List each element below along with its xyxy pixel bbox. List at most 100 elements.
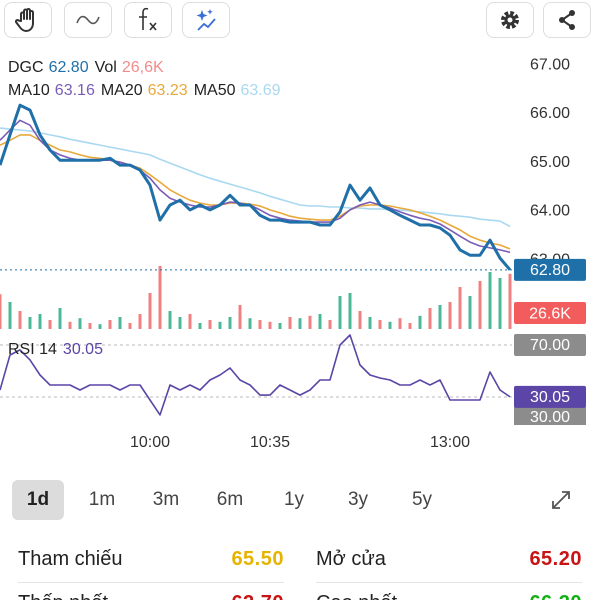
volume-bar (218, 321, 222, 329)
volume-bar (248, 318, 252, 329)
volume-bar (108, 320, 112, 329)
legend-value: 63.69 (240, 82, 281, 99)
volume-bar (78, 318, 82, 329)
legend-name: MA50 (193, 82, 236, 99)
draw-tool-button[interactable] (4, 2, 52, 38)
volume-bar (228, 317, 232, 329)
volume-bar (448, 302, 452, 329)
volume-bar (468, 296, 472, 329)
x-tick-label: 10:35 (250, 434, 290, 451)
rsi-name: RSI 14 (8, 341, 57, 358)
y-tick-label: 65.00 (530, 154, 570, 171)
legend-name: DGC (8, 59, 44, 76)
volume-bar (198, 323, 202, 329)
share-button[interactable] (543, 2, 591, 38)
legend-value: 62.80 (48, 59, 89, 76)
series-line (0, 103, 512, 271)
x-tick-label: 10:00 (130, 434, 170, 451)
volume-bar (38, 314, 42, 329)
stat-value: 65.20 (529, 548, 582, 570)
y-tick-label: 67.00 (530, 56, 570, 73)
legend-row: DGC 62.80 Vol 26,6K (8, 56, 287, 79)
volume-bar (138, 314, 142, 329)
volume-bar (388, 321, 392, 329)
stat-value: 66.20 (529, 592, 582, 600)
volume-bar (158, 266, 162, 329)
value-tag (514, 258, 586, 281)
chart: 67.0066.0065.0064.0063.0062.8026.6K70.00… (0, 56, 586, 451)
period-button[interactable]: 3m (152, 489, 180, 510)
period-button[interactable]: 5y (411, 489, 433, 510)
volume-bar (258, 320, 262, 329)
y-tick-label: 64.00 (530, 203, 570, 220)
volume-bar (398, 318, 402, 329)
legend-name: MA20 (100, 82, 143, 99)
legend: DGC 62.80 Vol 26,6K MA10 63.16 MA20 63.23 MA50 6… (8, 56, 287, 102)
volume-bar (288, 317, 292, 329)
volume-bar (338, 296, 342, 329)
volume-bar (458, 287, 462, 329)
volume-bar (478, 281, 482, 329)
value-tag-label: 26.6K (529, 305, 571, 322)
series-line (0, 134, 511, 250)
legend-value: 63.23 (147, 82, 188, 99)
volume-bar (318, 314, 322, 329)
period-bar: 1d 1m 3m 6m 1y 3y 5y (0, 476, 600, 524)
share-icon (559, 10, 575, 30)
volume-bar (238, 305, 242, 329)
gear-icon (501, 11, 519, 29)
x-tick-label: 13:00 (430, 434, 470, 451)
volume-bar (8, 302, 12, 329)
volume-bar (0, 294, 2, 329)
volume-bar (98, 324, 102, 329)
volume-bar (58, 308, 62, 329)
volume-bar (348, 293, 352, 329)
expand-icon[interactable] (550, 489, 572, 511)
period-button[interactable]: 1d (12, 480, 64, 520)
period-button[interactable]: 3y (347, 489, 369, 510)
volume-bar (498, 278, 502, 329)
volume-bar (88, 323, 92, 329)
value-tag (514, 385, 586, 408)
value-tag (514, 406, 586, 425)
stat-row: Tham chiếu 65.50 (18, 538, 284, 583)
ai-tool-button[interactable] (182, 2, 230, 38)
stat-row: Thấp nhất 62.70 (18, 582, 284, 600)
volume-bar (408, 323, 412, 329)
stat-value: 65.50 (231, 548, 284, 570)
volume-bar (118, 317, 122, 329)
period-button[interactable]: 1y (283, 489, 305, 510)
stat-value: 62.70 (231, 592, 284, 600)
legend-name: Vol (94, 59, 117, 76)
volume-bar (278, 323, 282, 329)
fx-icon (139, 7, 157, 31)
volume-bar (68, 321, 72, 329)
y-tick-label: 66.00 (530, 105, 570, 122)
stat-label: Thấp nhất (18, 592, 108, 600)
period-button[interactable]: 6m (216, 489, 244, 510)
volume-bar (208, 320, 212, 329)
volume-bar (28, 317, 32, 329)
line-tool-button[interactable] (64, 2, 112, 38)
value-tag-label: 62.80 (530, 262, 570, 279)
period-button[interactable]: 1m (88, 489, 116, 510)
legend-row: MA10 63.16 MA20 63.23 MA50 63.69 (8, 79, 287, 102)
stat-label: Cao nhất (316, 592, 397, 600)
volume-bar (418, 315, 422, 329)
stat-label: Tham chiếu (18, 548, 123, 570)
volume-bar (438, 305, 442, 329)
stat-label: Mở cửa (316, 548, 386, 570)
value-tag (514, 302, 586, 325)
value-tag-label: 70.00 (530, 337, 570, 354)
legend-value: 63.16 (54, 82, 95, 99)
stat-row: Mở cửa 65.20 (316, 538, 582, 583)
volume-bar (178, 317, 182, 329)
indicator-button[interactable] (124, 2, 172, 38)
volume-bar (428, 308, 432, 329)
value-tag (514, 334, 586, 356)
rsi-value: 30.05 (63, 341, 103, 358)
settings-button[interactable] (486, 2, 534, 38)
value-tag-label: 30.05 (530, 389, 570, 406)
volume-bar (188, 314, 192, 329)
